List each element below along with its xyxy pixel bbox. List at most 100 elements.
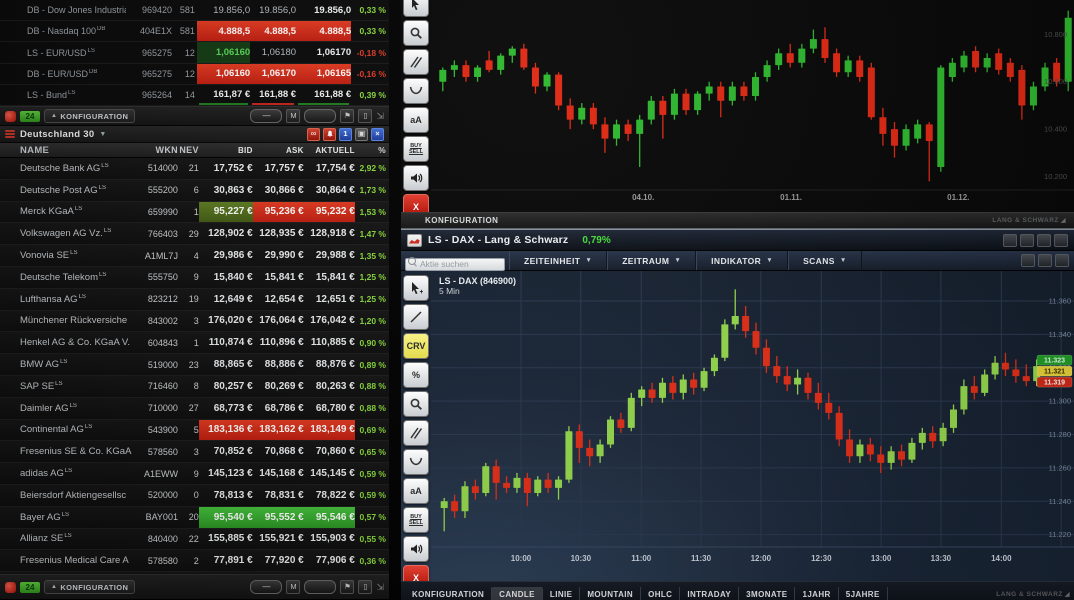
- table-row[interactable]: Daimler AGLS 710000 27 68,773 € 68,786 € 68,7…: [0, 397, 389, 420]
- table-row[interactable]: Münchener Rückversiche 843002 3 176,020 € 17…: [0, 310, 389, 333]
- binoculars-icon[interactable]: ∞: [307, 127, 320, 141]
- table-row[interactable]: Allianz SELS 840400 22 155,885 € 155,921 € 15…: [0, 528, 389, 551]
- tool-parallel-lines-button[interactable]: [403, 49, 429, 75]
- tool-percent-button[interactable]: %: [403, 362, 429, 388]
- daily-candlestick-chart[interactable]: 10.800 10.600 10.400 10.200 04.10. 01.11. 01.1…: [431, 0, 1074, 212]
- charttype-1jahr[interactable]: 1JAHR: [795, 587, 839, 600]
- charttype-5jahre[interactable]: 5JAHRE: [839, 587, 888, 600]
- marker-icon[interactable]: M: [286, 109, 301, 123]
- ticker-row[interactable]: LS - EUR/USDLS 965275 12 1,06160 1,06180 1,06…: [0, 42, 389, 64]
- watchlist-title[interactable]: Deutschland 30: [20, 128, 95, 140]
- window-close-icon[interactable]: [1054, 233, 1068, 247]
- window-restore-icon[interactable]: [1020, 233, 1034, 247]
- tool-text-size-button[interactable]: aA: [403, 478, 429, 504]
- table-row[interactable]: BMW AGLS 519000 23 88,865 € 88,886 € 88,876 €…: [0, 354, 389, 376]
- phone-icon[interactable]: ▯: [358, 109, 373, 123]
- charttype-konfiguration[interactable]: KONFIGURATION: [405, 587, 493, 600]
- table-row[interactable]: Lufthansa AGLS 823212 19 12,649 € 12,654 € 12…: [0, 288, 389, 311]
- tool-crv-button[interactable]: CRV: [403, 333, 429, 359]
- alert-status-icon[interactable]: [5, 581, 16, 593]
- table-row[interactable]: SAP SELS 716460 8 80,257 € 80,269 € 80,263 € 0…: [0, 375, 389, 398]
- table-row[interactable]: Vonovia SELS A1ML7J 4 29,986 € 29,990 € 29,98…: [0, 245, 389, 267]
- table-row[interactable]: Deutsche Post AGLS 555200 6 30,863 € 30,866 …: [0, 179, 389, 202]
- minimize-toggle[interactable]: —: [250, 109, 283, 123]
- charttype-ohlc[interactable]: OHLC: [641, 587, 681, 600]
- tool-text-size-button[interactable]: aA: [403, 107, 429, 133]
- menu-icon[interactable]: [5, 130, 15, 138]
- resize-handle-icon[interactable]: ⇲: [376, 110, 384, 121]
- table-row[interactable]: Siemens AGLS72361010116,039 €116,079 €11…: [0, 572, 389, 574]
- minimize-toggle[interactable]: —: [250, 580, 283, 594]
- tool-curve-button[interactable]: [403, 78, 429, 104]
- table-row[interactable]: Merck KGaALS 659990 1 95,227 €95,236 €95,23…: [0, 201, 389, 224]
- charttype-candle[interactable]: CANDLE: [492, 587, 543, 600]
- col-wkn[interactable]: WKN: [155, 145, 178, 155]
- flag-icon[interactable]: ⚑: [340, 109, 355, 123]
- tool-speaker-button[interactable]: [403, 536, 429, 562]
- flag-icon[interactable]: ⚑: [340, 580, 355, 594]
- resize-handle-icon[interactable]: ⇲: [376, 581, 384, 592]
- col-name[interactable]: NAME: [20, 144, 50, 156]
- ticker-row[interactable]: DB - Dow Jones Industria 969420 581 19.856,…: [0, 0, 389, 22]
- stock-name: Merck KGaALS: [20, 206, 83, 218]
- table-row[interactable]: Fresenius Medical Care A 578580 2 77,891 € 7…: [0, 550, 389, 573]
- table-row[interactable]: adidas AGLS A1EWW 9 145,123 € 145,168 € 145,1…: [0, 463, 389, 485]
- chevron-down-icon[interactable]: ▼: [99, 130, 107, 138]
- panel-icon[interactable]: [1055, 254, 1069, 267]
- alert-status-icon[interactable]: [5, 110, 16, 122]
- tool-zoom-button[interactable]: [403, 391, 429, 417]
- ticker-row[interactable]: LS - BundLS 965264 14 161,87 €161,88 €161,8…: [0, 85, 389, 107]
- col-ask[interactable]: ASK: [285, 145, 304, 155]
- tool-curve-button[interactable]: [403, 449, 429, 475]
- phone-icon[interactable]: ▯: [358, 580, 373, 594]
- table-row[interactable]: Deutsche Bank AGLS 514000 21 17,752 € 17,757…: [0, 158, 389, 180]
- col-pct[interactable]: %: [378, 145, 386, 155]
- table-row[interactable]: Bayer AGLS BAY001 20 95,540 €95,552 €95,546…: [0, 506, 389, 529]
- menu-scans[interactable]: SCANS ▼: [788, 251, 862, 270]
- konfiguration-button[interactable]: ▲ KONFIGURATION: [44, 580, 136, 594]
- tool-trend-line-button[interactable]: [403, 304, 429, 330]
- search-input[interactable]: [405, 257, 505, 271]
- mode-toggle[interactable]: [304, 109, 337, 123]
- table-row[interactable]: Volkswagen AG Vz.LS 766403 29 128,902 € 128,…: [0, 223, 389, 246]
- table-row[interactable]: Fresenius SE & Co. KGaA 578560 3 70,852 € 70…: [0, 441, 389, 464]
- menu-indikator[interactable]: INDIKATOR ▼: [696, 251, 789, 270]
- konfiguration-button[interactable]: ▲ KONFIGURATION: [44, 109, 136, 123]
- charttype-intraday[interactable]: INTRADAY: [680, 587, 740, 600]
- tool-buy-sell-button[interactable]: BUY SELL: [403, 136, 429, 162]
- col-bid[interactable]: BID: [237, 145, 253, 155]
- intraday-candlestick-chart[interactable]: 11.36011.34011.32011.30011.28011.26011.2…: [431, 271, 1074, 581]
- tool-close-button[interactable]: X: [403, 565, 429, 581]
- marker-icon[interactable]: M: [286, 580, 301, 594]
- tool-parallel-lines-button[interactable]: [403, 420, 429, 446]
- mode-toggle[interactable]: [304, 580, 337, 594]
- close-icon[interactable]: ×: [371, 127, 384, 141]
- tool-close-button[interactable]: X: [403, 194, 429, 212]
- tool-cursor-plus-button[interactable]: +: [403, 275, 429, 301]
- window-minimize-icon[interactable]: [1003, 233, 1017, 247]
- panel-icon[interactable]: [1038, 254, 1052, 267]
- table-row[interactable]: Deutsche TelekomLS 555750 9 15,840 € 15,841 …: [0, 266, 389, 289]
- ticker-row[interactable]: DB - Nasdaq 100DB 404E1X 581 4.888,5 4.888,5…: [0, 21, 389, 43]
- charttype-linie[interactable]: LINIE: [543, 587, 581, 600]
- window-maximize-icon[interactable]: [1037, 233, 1051, 247]
- menu-zeitraum[interactable]: ZEITRAUM ▼: [607, 251, 697, 270]
- tool-zoom-button[interactable]: [403, 20, 429, 46]
- col-nev[interactable]: NEV: [179, 145, 199, 155]
- chart-konfig-bar[interactable]: KONFIGURATION LANG & SCHWARZ ◢: [401, 212, 1074, 229]
- restore-window-icon[interactable]: ▣: [355, 127, 368, 141]
- charttype-3monate[interactable]: 3MONATE: [739, 587, 796, 600]
- menu-zeiteinheit[interactable]: ZEITEINHEIT ▼: [509, 251, 608, 270]
- tool-cursor-button[interactable]: [403, 0, 429, 17]
- tool-buy-sell-button[interactable]: BUY SELL: [403, 507, 429, 533]
- charttype-mountain[interactable]: MOUNTAIN: [580, 587, 642, 600]
- ticker-row[interactable]: DB - EUR/USDDB 965275 12 1,06160 1,06170 1,06…: [0, 63, 389, 85]
- table-row[interactable]: Beiersdorf Aktiengesellsc 520000 0 78,813 €…: [0, 484, 389, 507]
- bell-icon[interactable]: [323, 127, 336, 141]
- table-row[interactable]: Henkel AG & Co. KGaA V. 604843 1 110,874 € 1…: [0, 332, 389, 355]
- table-row[interactable]: Continental AGLS 543900 5 183,136 €183,162 …: [0, 419, 389, 442]
- tool-speaker-button[interactable]: [403, 165, 429, 191]
- panel-icon[interactable]: [1021, 254, 1035, 267]
- col-aktuell[interactable]: AKTUELL: [315, 145, 355, 155]
- tab-count-badge[interactable]: 1: [339, 127, 352, 141]
